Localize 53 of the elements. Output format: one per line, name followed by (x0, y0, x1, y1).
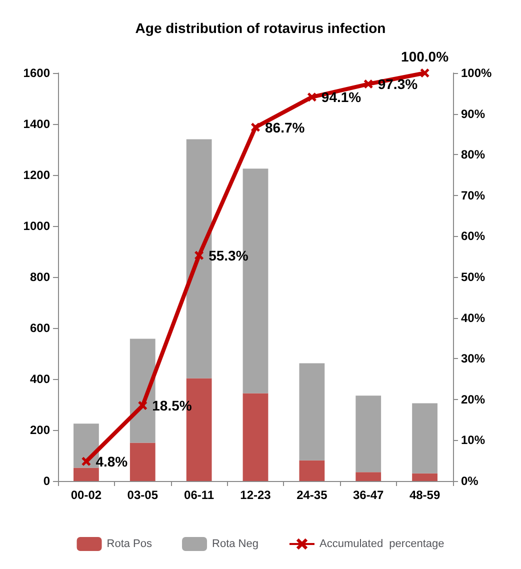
y-tick-label: 800 (30, 270, 50, 284)
bar (130, 442, 156, 481)
point (82, 456, 91, 466)
y-tick-label: 1400 (23, 117, 50, 131)
y2-tick-label: 0% (461, 474, 479, 488)
y-tick-label: 1200 (23, 168, 50, 182)
chart-title: Age distribution of rotavirus infection (135, 20, 386, 36)
legend-label: Accumulated percentage (319, 538, 444, 550)
y2-tick-label: 70% (461, 188, 486, 202)
x-tick-label: 48-59 (409, 488, 440, 502)
legend-label: Rota Pos (106, 538, 153, 550)
bar (356, 472, 382, 481)
y-tick-label: 0 (43, 474, 50, 488)
legend-label: Rota Neg (212, 538, 258, 550)
data-label: 100.0% (401, 48, 450, 64)
data-label: 86.7% (265, 119, 306, 136)
point (138, 401, 148, 410)
data-label: 55.3% (208, 247, 249, 264)
bar (412, 473, 438, 481)
y2-tick-label: 80% (461, 148, 486, 162)
y2-tick-label: 20% (461, 392, 486, 406)
bar (242, 393, 268, 481)
y2-tick-label: 100% (461, 66, 492, 80)
y2-tick-label: 90% (461, 106, 486, 121)
bar (299, 460, 325, 481)
x-tick-label: 03-05 (127, 488, 158, 502)
data-label: 4.8% (96, 453, 128, 470)
point (251, 122, 260, 132)
y2-tick-label: 30% (461, 352, 486, 366)
point (307, 92, 316, 102)
x-tick-label: 12-23 (240, 488, 272, 502)
point (364, 80, 373, 89)
y-tick-label: 400 (30, 372, 50, 386)
bar (299, 363, 325, 460)
y-tick-label: 600 (30, 321, 50, 335)
y2-tick-label: 40% (461, 310, 486, 325)
x-tick-label: 24-35 (296, 488, 328, 502)
y-tick-label: 1600 (23, 66, 50, 80)
bar (412, 403, 438, 474)
point (420, 68, 430, 78)
x-tick-label: 00-02 (70, 488, 102, 502)
y2-tick-label: 10% (461, 433, 486, 448)
bar (356, 396, 382, 472)
y-tick-label: 1000 (23, 219, 50, 233)
x-tick-label: 06-11 (184, 488, 214, 502)
point (194, 250, 204, 260)
y2-tick-label: 50% (461, 270, 486, 284)
bar (74, 468, 99, 481)
y2-tick-label: 60% (461, 229, 486, 244)
data-label: 94.1% (321, 89, 362, 106)
data-label: 97.3% (378, 76, 418, 92)
y-tick-label: 200 (30, 423, 50, 437)
x-tick-label: 36-47 (353, 488, 384, 502)
